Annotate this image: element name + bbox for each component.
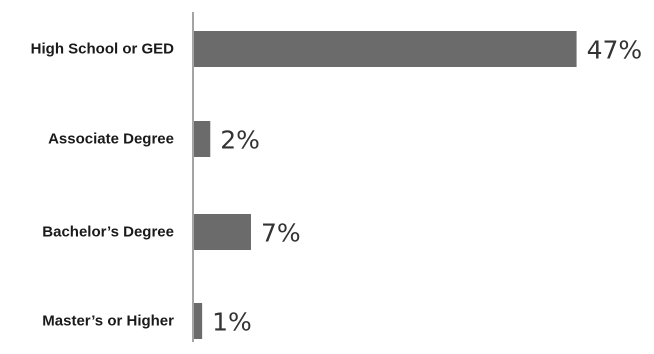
category-label: Associate Degree xyxy=(48,131,174,148)
bar-2 xyxy=(194,214,251,250)
value-label: 1% xyxy=(212,308,252,337)
category-label: Bachelor’s Degree xyxy=(42,224,174,241)
bars-layer xyxy=(194,31,577,339)
bar-0 xyxy=(194,31,577,67)
category-label: Master’s or Higher xyxy=(42,313,174,330)
value-label: 7% xyxy=(261,219,301,248)
value-label: 2% xyxy=(220,126,260,155)
bar-1 xyxy=(194,121,211,157)
labels-layer: High School or GED 47% Associate Degree 2% B… xyxy=(31,36,643,337)
category-label: High School or GED xyxy=(31,41,175,58)
bar-3 xyxy=(194,303,203,339)
value-label: 47% xyxy=(587,36,643,65)
